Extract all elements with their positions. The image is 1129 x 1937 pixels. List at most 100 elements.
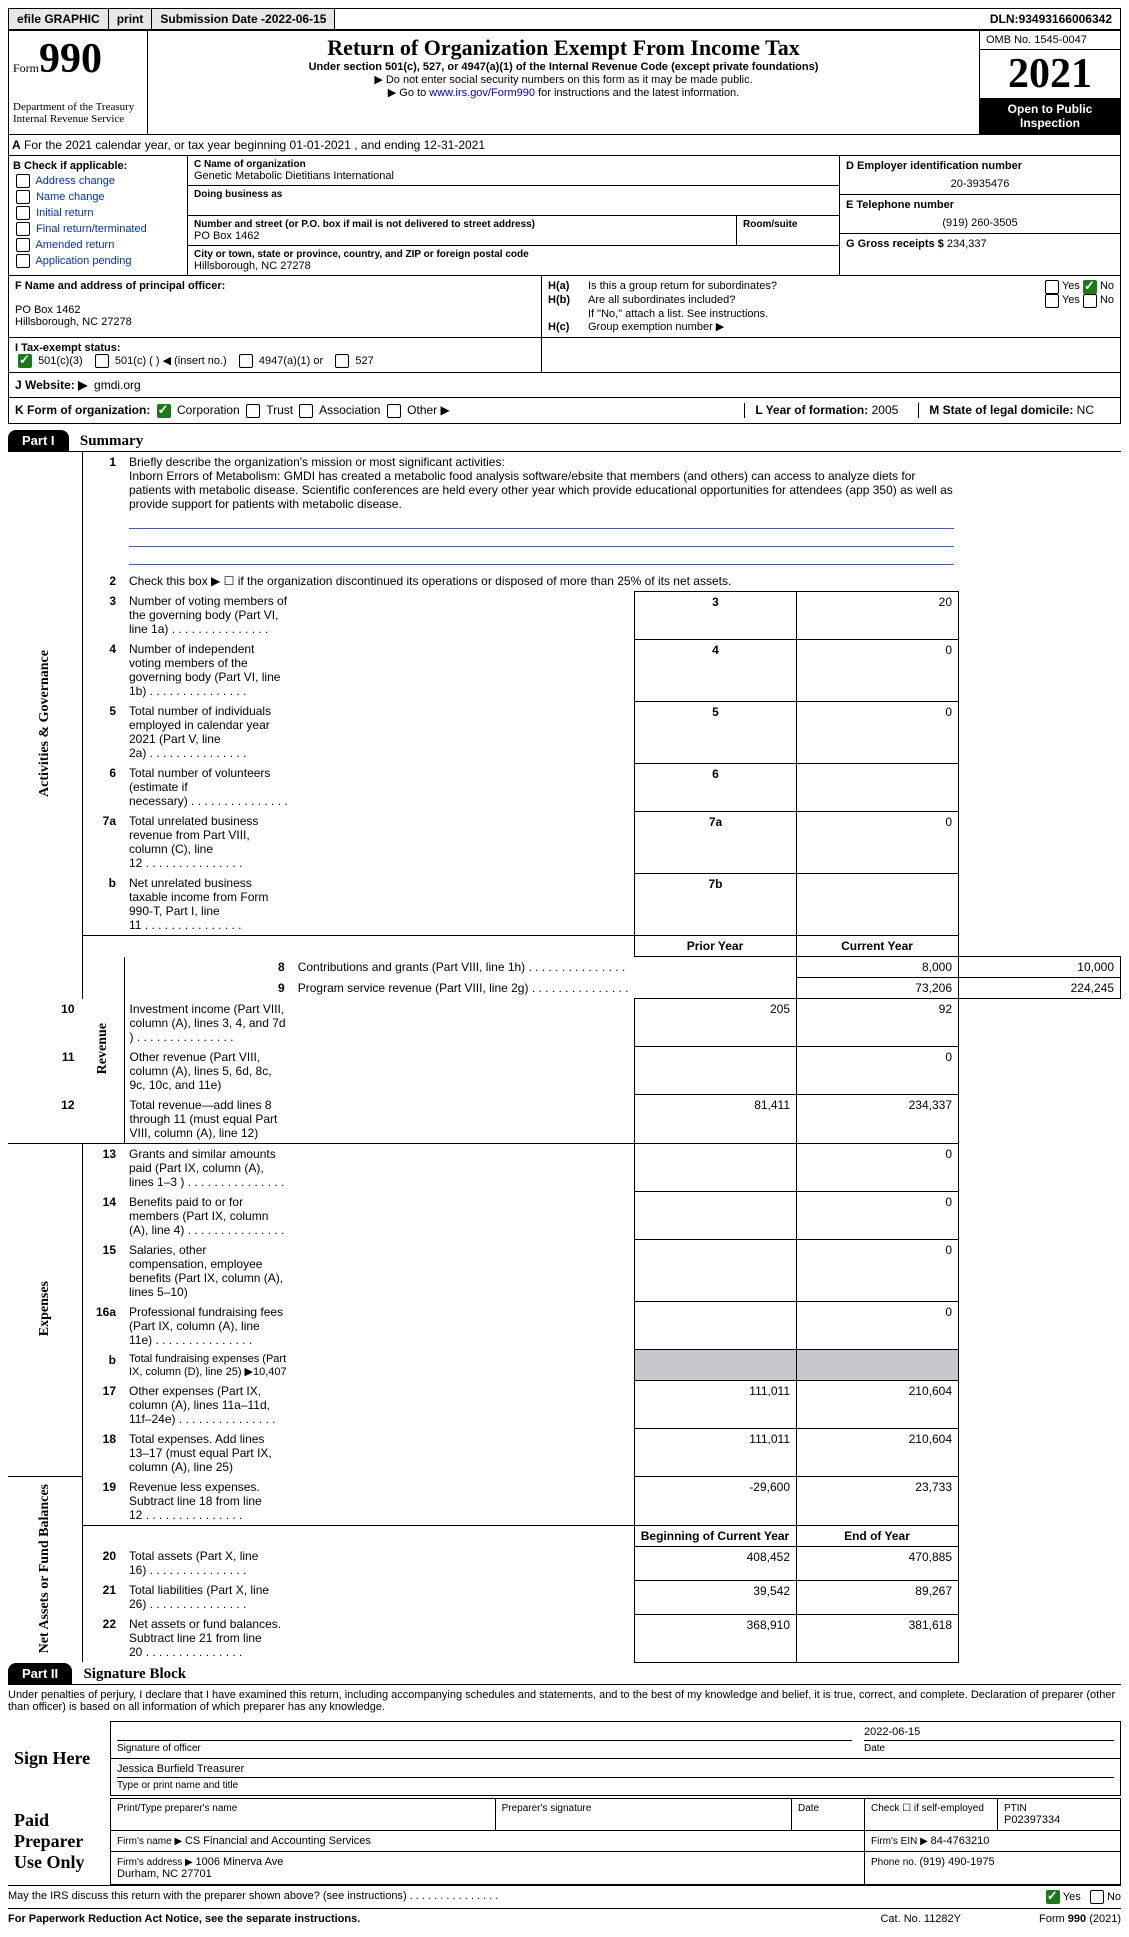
- firm-name-cell: Firm's name ▶ CS Financial and Accountin…: [111, 1830, 865, 1851]
- checkbox-icon[interactable]: [1045, 280, 1059, 294]
- checkbox-icon[interactable]: [246, 404, 260, 418]
- checkbox-checked-icon[interactable]: [18, 354, 32, 368]
- checkbox-icon[interactable]: [387, 404, 401, 418]
- officer-name: Jessica Burfield Treasurer: [117, 1763, 1114, 1778]
- rule-line: [129, 532, 954, 547]
- row-ij: I Tax-exempt status: 501(c)(3) 501(c) ( …: [8, 338, 1121, 373]
- goto-line: Go to www.irs.gov/Form990 for instructio…: [152, 86, 975, 99]
- val-15p: [635, 1240, 797, 1302]
- s501c3-label: 501(c)(3): [38, 355, 83, 367]
- val-3: 20: [797, 591, 959, 639]
- check-address[interactable]: Address change: [13, 174, 183, 188]
- dba-row: Doing business as: [188, 186, 839, 216]
- checkbox-icon[interactable]: [335, 354, 349, 368]
- ha-label: H(a): [548, 280, 588, 294]
- l1-label: Briefly describe the organization's miss…: [129, 455, 505, 469]
- city-row: City or town, state or province, country…: [188, 246, 839, 275]
- val-19p: -29,600: [635, 1477, 797, 1526]
- checkbox-checked-icon[interactable]: [1046, 1890, 1060, 1904]
- checkbox-icon[interactable]: [299, 404, 313, 418]
- rule-line: [129, 550, 954, 565]
- checkbox-icon[interactable]: [95, 354, 109, 368]
- line-num: 17: [83, 1381, 125, 1429]
- val-12p: 81,411: [635, 1095, 797, 1144]
- line-num: 13: [83, 1143, 125, 1192]
- line-num: 9: [124, 978, 293, 999]
- begin-year-hdr: Beginning of Current Year: [635, 1525, 797, 1546]
- line-num: 10: [8, 999, 83, 1047]
- line-num: 22: [83, 1614, 125, 1662]
- check-name[interactable]: Name change: [13, 190, 183, 204]
- dba-label: Doing business as: [194, 189, 833, 200]
- box-k: K Form of organization: Corporation Trus…: [8, 398, 1121, 424]
- line-num: 15: [83, 1240, 125, 1302]
- val-10p: 205: [635, 999, 797, 1047]
- checkbox-checked-icon[interactable]: [1083, 280, 1097, 294]
- line-num: 4: [83, 639, 125, 701]
- no-label: No: [1100, 280, 1114, 294]
- line1: Briefly describe the organization's miss…: [124, 452, 959, 571]
- hb-label: H(b): [548, 294, 588, 308]
- ein-label: D Employer identification number: [846, 160, 1114, 172]
- checkbox-icon[interactable]: [1083, 294, 1097, 308]
- yes-label: Yes: [1062, 280, 1080, 294]
- checkbox-checked-icon[interactable]: [157, 404, 171, 418]
- hb-note: If "No," attach a list. See instructions…: [548, 308, 1114, 320]
- no-ssn-note: Do not enter social security numbers on …: [152, 73, 975, 86]
- checkbox-icon: [16, 174, 30, 188]
- val-8p: 8,000: [797, 957, 959, 978]
- check-app[interactable]: Application pending: [13, 254, 183, 268]
- checkbox-icon[interactable]: [1045, 294, 1059, 308]
- gray-cell: [797, 1350, 959, 1381]
- val-11p: [635, 1047, 797, 1095]
- check-amended[interactable]: Amended return: [13, 238, 183, 252]
- dln: DLN: 93493166006342: [982, 9, 1120, 29]
- box-m: M State of legal domicile: NC: [918, 403, 1114, 418]
- no-label: No: [1100, 294, 1114, 308]
- val-16ap: [635, 1302, 797, 1350]
- val-18c: 210,604: [797, 1429, 959, 1477]
- sig-officer-label: Signature of officer: [117, 1743, 852, 1754]
- l12-text: Total revenue—add lines 8 through 11 (mu…: [124, 1095, 293, 1144]
- firm-addr-label: Firm's address ▶: [117, 1857, 196, 1868]
- ptin-cell: PTINP02397334: [998, 1798, 1121, 1830]
- box-c: C Name of organization Genetic Metabolic…: [188, 156, 839, 275]
- line-num: b: [83, 1350, 125, 1381]
- room-label: Room/suite: [743, 219, 833, 230]
- form-title: Return of Organization Exempt From Incom…: [152, 35, 975, 61]
- val-22p: 368,910: [635, 1614, 797, 1662]
- check-final[interactable]: Final return/terminated: [13, 222, 183, 236]
- check-initial[interactable]: Initial return: [13, 206, 183, 220]
- dln-label: DLN:: [990, 12, 1019, 26]
- line-num: 1: [83, 452, 125, 571]
- line-num: 19: [83, 1477, 125, 1526]
- year-cell: OMB No. 1545-0047 2021 Open to Public In…: [980, 31, 1121, 135]
- l22-text: Net assets or fund balances. Subtract li…: [124, 1614, 293, 1662]
- line-num: 18: [83, 1429, 125, 1477]
- val-6: [797, 763, 959, 811]
- check-address-label: Address change: [35, 175, 115, 187]
- sig-date-cell: 2022-06-15 Date: [858, 1721, 1121, 1758]
- val-17c: 210,604: [797, 1381, 959, 1429]
- l7b-text: Net unrelated business taxable income fr…: [124, 873, 293, 936]
- checkbox-icon[interactable]: [239, 354, 253, 368]
- part1-title: Summary: [72, 433, 143, 449]
- officer-name-cell: Jessica Burfield Treasurer Type or print…: [111, 1758, 1121, 1795]
- title-cell: Return of Organization Exempt From Incom…: [148, 31, 980, 135]
- checkbox-icon[interactable]: [1090, 1890, 1104, 1904]
- trust-label: Trust: [266, 403, 293, 417]
- prior-year-hdr: Prior Year: [635, 936, 797, 957]
- irs-link[interactable]: www.irs.gov/Form990: [429, 87, 535, 99]
- val-12c: 234,337: [797, 1095, 959, 1144]
- l16b-text: Total fundraising expenses (Part IX, col…: [124, 1350, 293, 1381]
- city-label: City or town, state or province, country…: [194, 249, 833, 260]
- hc-text: Group exemption number ▶: [588, 321, 724, 333]
- val-19c: 23,733: [797, 1477, 959, 1526]
- no-label: No: [1107, 1891, 1121, 1903]
- line-num: 14: [83, 1192, 125, 1240]
- firm-ein-label: Firm's EIN ▶: [871, 1836, 931, 1847]
- side-rev-text: Revenue: [95, 1023, 111, 1074]
- l14-text: Benefits paid to or for members (Part IX…: [124, 1192, 293, 1240]
- print-button[interactable]: print: [109, 9, 153, 29]
- side-ag: Activities & Governance: [8, 452, 83, 999]
